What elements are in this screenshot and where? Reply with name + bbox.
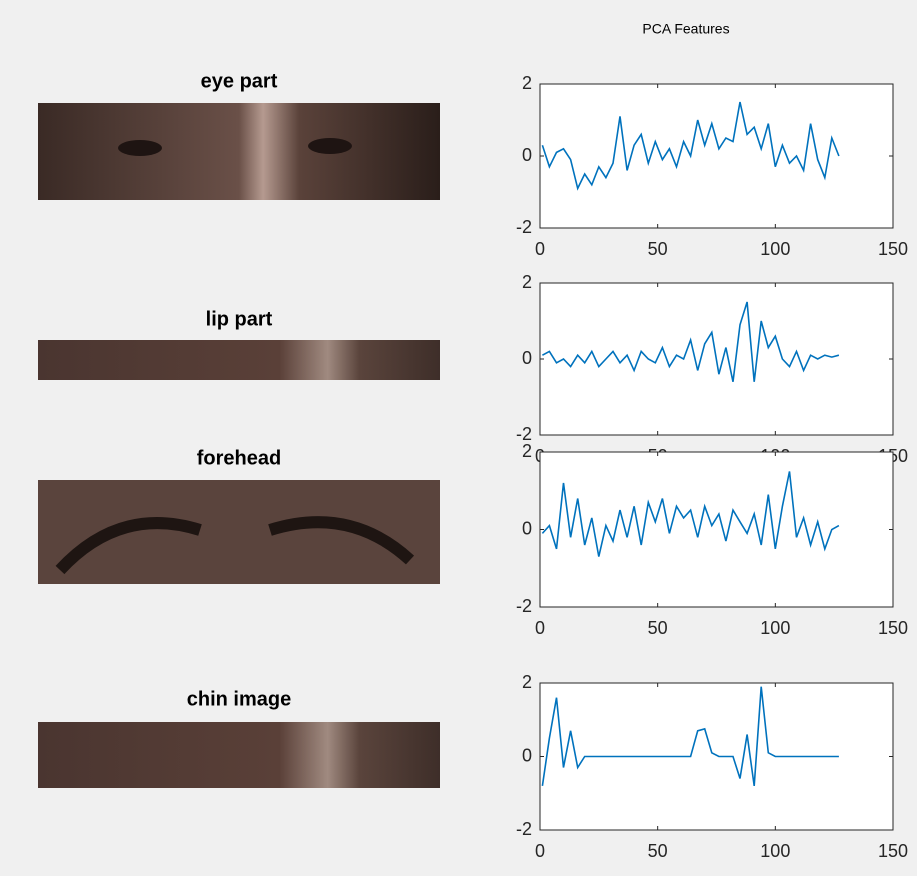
image-title: chin image xyxy=(187,688,291,710)
x-tick-label: 50 xyxy=(648,618,668,638)
y-tick-label: 0 xyxy=(522,348,532,368)
x-tick-label: 0 xyxy=(535,239,545,259)
lip-image xyxy=(38,340,440,380)
line xyxy=(541,686,839,787)
image-title: lip part xyxy=(206,308,273,330)
x-tick-label: 100 xyxy=(760,618,790,638)
x-tick-label: 0 xyxy=(535,618,545,638)
eye xyxy=(308,138,352,154)
x-tick-label: 0 xyxy=(535,841,545,861)
figure-title: PCA Features xyxy=(642,21,729,37)
x-tick-label: 150 xyxy=(878,618,908,638)
x-tick-label: 100 xyxy=(760,841,790,861)
y-tick-label: 2 xyxy=(522,672,532,692)
line xyxy=(541,101,840,191)
eye-image xyxy=(38,103,440,200)
line xyxy=(542,301,840,382)
y-tick-label: 0 xyxy=(522,745,532,765)
line xyxy=(541,471,840,557)
axes xyxy=(539,451,894,608)
eyebrows xyxy=(55,516,415,575)
y-tick-label: -2 xyxy=(516,819,532,839)
y-tick-label: 0 xyxy=(522,518,532,538)
y-tick-label: 2 xyxy=(522,441,532,461)
eye xyxy=(118,140,162,156)
y-tick-label: 2 xyxy=(522,272,532,292)
axes xyxy=(539,83,894,229)
y-tick-label: -2 xyxy=(516,217,532,237)
y-tick-label: 0 xyxy=(522,145,532,165)
image-title: forehead xyxy=(197,447,281,469)
y-tick-label: 2 xyxy=(522,73,532,93)
x-tick-label: 150 xyxy=(878,239,908,259)
x-tick-label: 50 xyxy=(648,841,668,861)
x-tick-label: 150 xyxy=(878,841,908,861)
chin-image xyxy=(38,722,440,788)
y-tick-label: -2 xyxy=(516,596,532,616)
x-tick-label: 50 xyxy=(648,239,668,259)
x-tick-label: 100 xyxy=(760,239,790,259)
image-title: eye part xyxy=(201,70,278,92)
y-tick-label: -2 xyxy=(516,424,532,444)
